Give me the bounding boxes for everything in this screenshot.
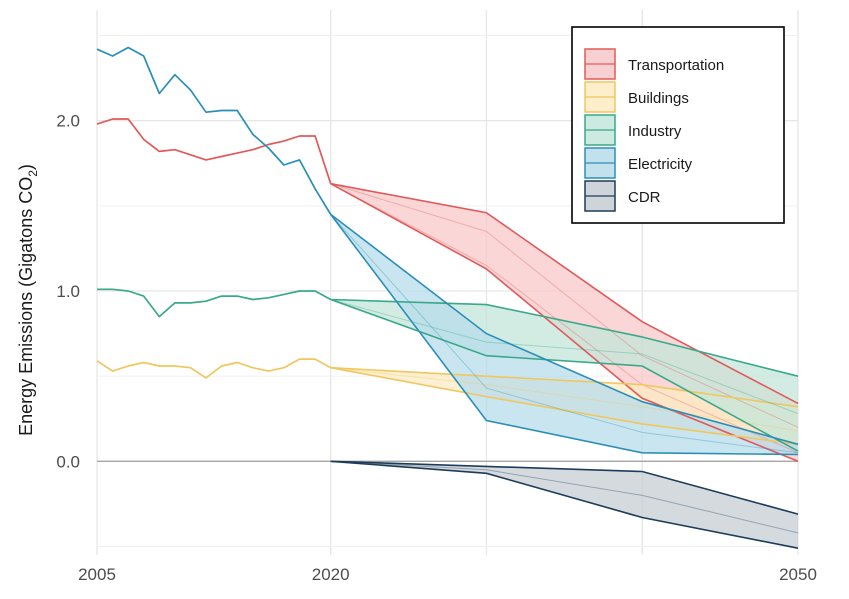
series-lines xyxy=(96,46,799,549)
lower-bound-buildings xyxy=(330,366,799,446)
ribbon-cdr xyxy=(330,461,798,549)
y-axis-label: Energy Emissions (Gigatons CO2) xyxy=(16,164,40,436)
x-tick-label: 2005 xyxy=(78,565,116,584)
lower-bound-industry xyxy=(330,298,799,452)
upper-bound-electricity xyxy=(330,213,799,446)
y-tick-label: 1.0 xyxy=(56,282,80,301)
historical-line-transportation xyxy=(96,118,332,184)
scenario-path-industry xyxy=(330,299,799,415)
legend-item: Industry xyxy=(584,114,682,146)
legend-label: Electricity xyxy=(628,156,693,173)
historical-line-industry xyxy=(97,288,332,318)
legend-label: CDR xyxy=(628,189,661,206)
y-tick-label: 0.0 xyxy=(56,452,80,471)
legend-label: Transportation xyxy=(628,57,724,74)
scenario-path-transportation xyxy=(330,183,799,454)
lower-bound-electricity xyxy=(330,213,799,456)
scenario-path-buildings xyxy=(330,367,799,432)
legend-label: Industry xyxy=(628,123,682,140)
historical-line-electricity xyxy=(96,46,332,215)
upper-bound-buildings xyxy=(330,366,799,408)
historical-line-buildings xyxy=(96,358,332,379)
projection-ribbons xyxy=(330,183,798,549)
x-tick-label: 2050 xyxy=(779,565,817,584)
lower-bound-transportation xyxy=(330,182,799,463)
upper-bound-industry xyxy=(330,298,799,377)
upper-bound-cdr xyxy=(330,460,799,515)
legend-item: Electricity xyxy=(584,147,693,179)
scenario-path-transportation xyxy=(330,183,799,428)
ribbon-electricity xyxy=(330,214,798,455)
legend: Transportation Buildings Industry Electrici… xyxy=(571,26,785,224)
axes: 2005 2020 2050 0.0 1.0 2.0 xyxy=(56,112,817,584)
legend-label: Buildings xyxy=(628,90,689,107)
legend-item: Buildings xyxy=(584,81,689,113)
lower-bound-cdr xyxy=(330,460,799,549)
legend-item: CDR xyxy=(584,180,661,212)
grid-lines xyxy=(96,10,799,555)
scenario-path-electricity xyxy=(330,214,799,454)
legend-item: Transportation xyxy=(584,48,724,80)
scenario-path-cdr xyxy=(330,460,799,534)
upper-bound-transportation xyxy=(330,182,799,405)
y-tick-label: 2.0 xyxy=(56,112,80,131)
x-tick-label: 2020 xyxy=(312,565,350,584)
